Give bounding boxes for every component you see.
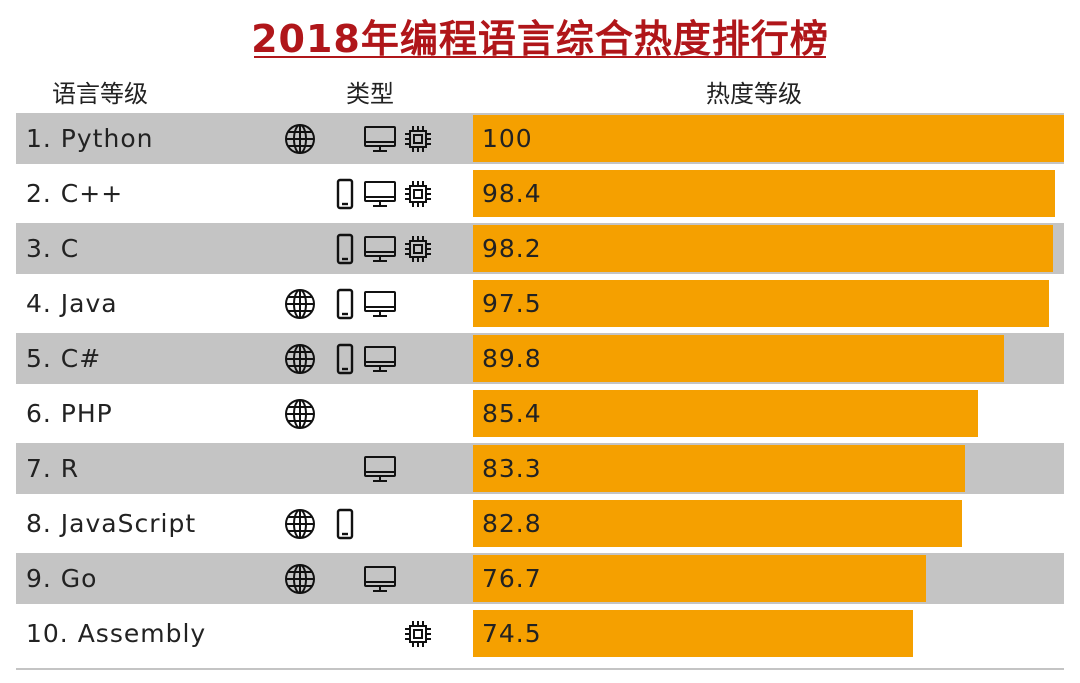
- title-underline: [254, 56, 826, 58]
- chip-icon: [402, 618, 438, 650]
- platform-icons: [284, 123, 444, 155]
- score-bar: [473, 335, 1004, 382]
- language-label: 7. R: [26, 454, 80, 483]
- mobile-icon: [329, 343, 365, 375]
- desktop-icon: [362, 563, 398, 595]
- bar-track: 98.4: [473, 168, 1064, 219]
- score-value: 82.8: [482, 509, 542, 538]
- bar-track: 100: [473, 113, 1064, 164]
- bar-track: 82.8: [473, 498, 1064, 549]
- platform-icons: [284, 453, 444, 485]
- language-label: 8. JavaScript: [26, 509, 197, 538]
- language-label: 4. Java: [26, 289, 118, 318]
- score-bar: [473, 390, 978, 437]
- score-bar: [473, 115, 1064, 162]
- table-row: 10. Assembly 74.5: [16, 608, 1064, 659]
- desktop-icon: [362, 123, 398, 155]
- column-header-score: 热度等级: [706, 80, 802, 108]
- mobile-icon: [329, 288, 365, 320]
- table-bottom-rule: [16, 668, 1064, 670]
- desktop-icon: [362, 288, 398, 320]
- desktop-icon: [362, 343, 398, 375]
- mobile-icon: [329, 233, 365, 265]
- score-value: 97.5: [482, 289, 542, 318]
- bar-track: 97.5: [473, 278, 1064, 329]
- platform-icons: [284, 288, 444, 320]
- table-row: 2. C++ 98.4: [16, 168, 1064, 219]
- score-value: 83.3: [482, 454, 542, 483]
- score-bar: [473, 610, 913, 657]
- language-label: 6. PHP: [26, 399, 113, 428]
- score-bar: [473, 555, 926, 602]
- mobile-icon: [329, 178, 365, 210]
- table-row: 6. PHP 85.4: [16, 388, 1064, 439]
- language-label: 10. Assembly: [26, 619, 207, 648]
- score-value: 74.5: [482, 619, 542, 648]
- score-bar: [473, 170, 1055, 217]
- chip-icon: [402, 178, 438, 210]
- score-value: 98.4: [482, 179, 542, 208]
- bar-track: 85.4: [473, 388, 1064, 439]
- chart-title: 2018年编程语言综合热度排行榜: [251, 17, 829, 61]
- mobile-icon: [329, 508, 365, 540]
- bar-track: 83.3: [473, 443, 1064, 494]
- bar-track: 89.8: [473, 333, 1064, 384]
- globe-icon: [284, 123, 320, 155]
- table-row: 5. C# 89.8: [16, 333, 1064, 384]
- desktop-icon: [362, 178, 398, 210]
- table-row: 9. Go 76.7: [16, 553, 1064, 604]
- chip-icon: [402, 123, 438, 155]
- platform-icons: [284, 398, 444, 430]
- globe-icon: [284, 508, 320, 540]
- language-label: 1. Python: [26, 124, 154, 153]
- score-bar: [473, 280, 1049, 327]
- globe-icon: [284, 288, 320, 320]
- platform-icons: [284, 178, 444, 210]
- platform-icons: [284, 563, 444, 595]
- platform-icons: [284, 233, 444, 265]
- globe-icon: [284, 343, 320, 375]
- score-bar: [473, 500, 962, 547]
- platform-icons: [284, 508, 444, 540]
- score-bar: [473, 445, 965, 492]
- score-value: 98.2: [482, 234, 542, 263]
- globe-icon: [284, 398, 320, 430]
- table-row: 7. R 83.3: [16, 443, 1064, 494]
- chip-icon: [402, 233, 438, 265]
- score-value: 89.8: [482, 344, 542, 373]
- desktop-icon: [362, 453, 398, 485]
- table-row: 1. Python 100: [16, 113, 1064, 164]
- globe-icon: [284, 563, 320, 595]
- column-header-rank: 语言等级: [52, 80, 148, 108]
- table-row: 4. Java 97.5: [16, 278, 1064, 329]
- language-label: 9. Go: [26, 564, 98, 593]
- platform-icons: [284, 618, 444, 650]
- score-bar: [473, 225, 1053, 272]
- score-value: 76.7: [482, 564, 542, 593]
- ranking-table: 1. Python 100 2. C++ 98.4 3. C 98.2 4. Java 97.…: [16, 113, 1064, 663]
- score-value: 100: [482, 124, 533, 153]
- bar-track: 76.7: [473, 553, 1064, 604]
- language-label: 2. C++: [26, 179, 124, 208]
- score-value: 85.4: [482, 399, 542, 428]
- desktop-icon: [362, 233, 398, 265]
- table-row: 8. JavaScript 82.8: [16, 498, 1064, 549]
- bar-track: 98.2: [473, 223, 1064, 274]
- column-header-type: 类型: [346, 80, 394, 108]
- table-row: 3. C 98.2: [16, 223, 1064, 274]
- bar-track: 74.5: [473, 608, 1064, 659]
- language-label: 3. C: [26, 234, 80, 263]
- language-label: 5. C#: [26, 344, 102, 373]
- platform-icons: [284, 343, 444, 375]
